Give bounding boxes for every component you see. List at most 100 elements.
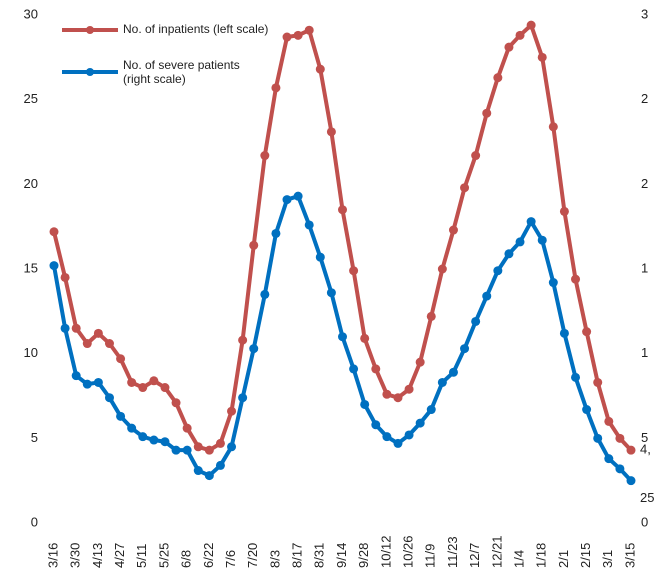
y-tick-label: 0 (31, 514, 38, 529)
data-point (260, 151, 270, 161)
y-tick-label: 15 (24, 260, 38, 275)
data-point (238, 335, 248, 345)
data-point (537, 235, 547, 245)
x-tick-label: 10/12 (378, 535, 393, 568)
data-point (593, 433, 603, 443)
x-tick-label: 6/8 (179, 550, 194, 568)
data-point (116, 411, 126, 421)
data-point (227, 442, 237, 452)
data-point (582, 405, 592, 415)
data-point (482, 291, 492, 301)
data-point (593, 377, 603, 387)
x-tick-label: 9/14 (334, 543, 349, 568)
data-point (116, 354, 126, 364)
data-point (482, 108, 492, 118)
y2-tick-label: 2 (641, 91, 648, 106)
data-point (404, 430, 414, 440)
data-point (204, 471, 214, 481)
data-point (504, 249, 514, 259)
x-tick-label: 6/22 (201, 543, 216, 568)
data-point (160, 383, 170, 393)
data-point (249, 344, 259, 354)
data-point (548, 122, 558, 132)
data-point (349, 266, 359, 276)
data-point (171, 445, 181, 455)
data-point (104, 393, 114, 403)
data-point (526, 217, 536, 227)
data-point (182, 445, 192, 455)
data-point (227, 406, 237, 416)
data-point (437, 377, 447, 387)
data-point (571, 372, 581, 382)
x-tick-label: 5/11 (134, 544, 149, 568)
data-point (238, 393, 248, 403)
data-point (49, 227, 59, 237)
data-point (326, 127, 336, 137)
data-point (326, 288, 336, 298)
data-point (271, 83, 281, 93)
data-point (493, 73, 503, 83)
data-point (138, 383, 148, 393)
data-point (626, 445, 636, 455)
data-point (393, 438, 403, 448)
annotation: 25 (640, 490, 654, 505)
data-point (282, 195, 292, 205)
data-point (415, 357, 425, 367)
y-tick-label: 10 (24, 345, 38, 360)
data-point (426, 405, 436, 415)
data-point (93, 328, 103, 338)
y-tick-label: 20 (24, 176, 38, 191)
data-point (160, 437, 170, 447)
data-point (604, 454, 614, 464)
data-point (571, 274, 581, 284)
data-point (82, 379, 92, 389)
data-point (382, 432, 392, 442)
data-point (515, 30, 525, 40)
x-tick-label: 8/31 (312, 543, 327, 568)
y2-tick-label: 1 (641, 260, 648, 275)
data-point (215, 438, 225, 448)
annotation: 4, (640, 442, 651, 457)
y-tick-label: 30 (24, 6, 38, 21)
data-point (559, 328, 569, 338)
data-point (60, 272, 70, 282)
data-point (93, 377, 103, 387)
data-point (471, 316, 481, 326)
x-tick-label: 2/15 (578, 543, 593, 568)
data-point (49, 261, 59, 271)
data-point (282, 32, 292, 42)
y2-tick-label: 3 (641, 6, 648, 21)
data-point (448, 225, 458, 235)
data-point (548, 278, 558, 288)
data-point (71, 323, 81, 333)
data-point (504, 42, 514, 52)
y-tick-label: 25 (24, 91, 38, 106)
data-point (460, 183, 470, 193)
x-tick-label: 12/21 (489, 535, 504, 568)
y2-tick-label: 2 (641, 176, 648, 191)
data-point (204, 445, 214, 455)
y2-tick-label: 5 (641, 430, 648, 445)
x-tick-label: 5/25 (156, 543, 171, 568)
data-point (559, 206, 569, 216)
data-point (515, 237, 525, 247)
data-point (448, 367, 458, 377)
data-point (371, 420, 381, 430)
data-point (437, 264, 447, 274)
data-point (260, 289, 270, 299)
data-point (526, 20, 536, 30)
legend-marker (86, 26, 94, 34)
data-point (127, 377, 137, 387)
x-tick-label: 7/6 (223, 550, 238, 568)
x-tick-label: 11/23 (445, 536, 460, 568)
legend-marker (86, 68, 94, 76)
y-tick-label: 5 (31, 430, 38, 445)
data-point (537, 52, 547, 62)
data-point (360, 399, 370, 409)
data-point (193, 442, 203, 452)
data-point (404, 384, 414, 394)
legend-label: No. of severe patients (right scale) (123, 58, 240, 86)
data-point (315, 252, 325, 262)
data-point (615, 464, 625, 474)
x-tick-label: 2/1 (556, 550, 571, 568)
